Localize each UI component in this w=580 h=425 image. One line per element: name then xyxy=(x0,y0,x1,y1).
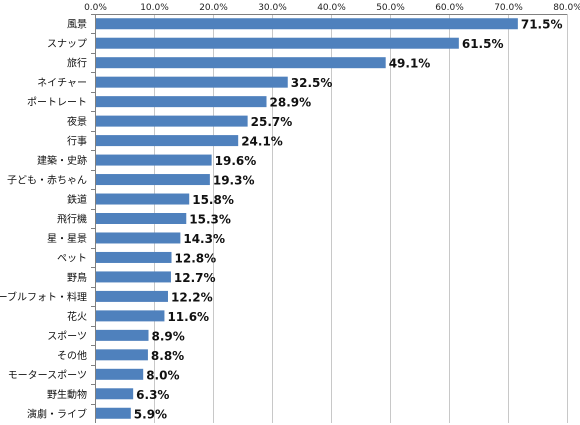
value-label: 11.6% xyxy=(167,310,209,324)
category-label: 飛行機 xyxy=(57,213,87,226)
category-label: ペット xyxy=(57,253,87,264)
bar xyxy=(96,18,518,30)
category-label: その他 xyxy=(57,349,87,362)
x-tick-label: 40.0% xyxy=(317,3,346,13)
bar xyxy=(96,232,181,244)
category-label: 演劇・ライブ xyxy=(27,407,87,420)
value-label: 8.8% xyxy=(151,349,184,363)
bar xyxy=(96,135,239,147)
bar xyxy=(96,271,171,283)
category-label: 花火 xyxy=(67,310,87,323)
x-tick-labels: 0.0% 10.0% 20.0% 30.0% 40.0% 50.0% 60.0% 70.0% 8… xyxy=(84,3,580,13)
category-label: 建築・史跡 xyxy=(37,154,87,167)
value-label: 12.7% xyxy=(174,271,216,285)
value-label: 8.0% xyxy=(146,368,179,382)
bar xyxy=(96,368,144,380)
category-label: 旅行 xyxy=(67,57,87,70)
value-label: 15.3% xyxy=(189,213,231,227)
value-label: 28.9% xyxy=(270,96,312,110)
x-tick-label: 10.0% xyxy=(140,3,169,13)
value-label: 12.8% xyxy=(175,251,217,265)
value-label: 24.1% xyxy=(241,135,283,149)
x-tick-label: 30.0% xyxy=(258,3,287,13)
x-tick-label: 80.0% xyxy=(553,3,580,13)
axes xyxy=(91,14,567,423)
bar xyxy=(96,115,248,127)
value-label: 19.6% xyxy=(215,154,257,168)
bar xyxy=(96,329,149,341)
category-label: 野鳥 xyxy=(67,271,87,284)
bar xyxy=(96,154,212,166)
category-label: 行事 xyxy=(67,135,87,148)
value-label: 49.1% xyxy=(389,57,431,71)
category-label: スポーツ xyxy=(47,330,87,342)
category-label: 風景 xyxy=(67,19,87,31)
bar xyxy=(96,290,168,302)
value-label: 32.5% xyxy=(291,76,333,90)
bar xyxy=(96,96,267,108)
category-label: ネイチャー xyxy=(37,77,87,89)
category-label: 星・星景 xyxy=(47,233,87,245)
bar xyxy=(96,37,459,49)
value-label: 14.3% xyxy=(183,232,225,246)
bar xyxy=(96,174,210,186)
category-label: ポートレート xyxy=(27,97,87,109)
bar xyxy=(96,193,190,205)
value-label: 5.9% xyxy=(134,407,167,421)
value-label: 61.5% xyxy=(462,37,504,51)
category-label: 子ども・赤ちゃん xyxy=(7,175,87,187)
category-label: スナップ xyxy=(47,38,87,50)
bars xyxy=(96,18,518,419)
x-tick-label: 0.0% xyxy=(84,3,107,13)
bar xyxy=(96,349,148,361)
value-label: 15.8% xyxy=(192,193,234,207)
x-tick-label: 20.0% xyxy=(199,3,228,13)
bar xyxy=(96,213,187,224)
x-tick-label: 50.0% xyxy=(376,3,405,13)
bar xyxy=(96,251,172,263)
category-labels: 風景スナップ旅行ネイチャーポートレート夜景行事建築・史跡子ども・赤ちゃん鉄道飛行… xyxy=(0,19,87,421)
value-label: 19.3% xyxy=(213,174,255,188)
value-label: 8.9% xyxy=(152,329,185,343)
category-label: 野生動物 xyxy=(47,388,87,401)
bar xyxy=(96,407,131,419)
value-label: 71.5% xyxy=(521,18,563,32)
x-tick-label: 60.0% xyxy=(435,3,464,13)
value-labels: 71.5% 61.5% 49.1% 32.5% 28.9% 25.7% 24.1% 19.6%… xyxy=(134,18,563,422)
x-tick-label: 70.0% xyxy=(494,3,523,13)
bar xyxy=(96,76,288,88)
bar xyxy=(96,57,386,69)
value-label: 6.3% xyxy=(136,388,169,402)
bar xyxy=(96,388,134,400)
value-label: 12.2% xyxy=(171,290,213,304)
bar xyxy=(96,310,165,322)
category-label: 鉄道 xyxy=(67,193,87,206)
value-label: 25.7% xyxy=(251,115,293,129)
category-label: モータースポーツ xyxy=(8,369,87,381)
category-label: 夜景 xyxy=(67,115,87,128)
category-label: テーブルフォト・料理 xyxy=(0,290,87,303)
